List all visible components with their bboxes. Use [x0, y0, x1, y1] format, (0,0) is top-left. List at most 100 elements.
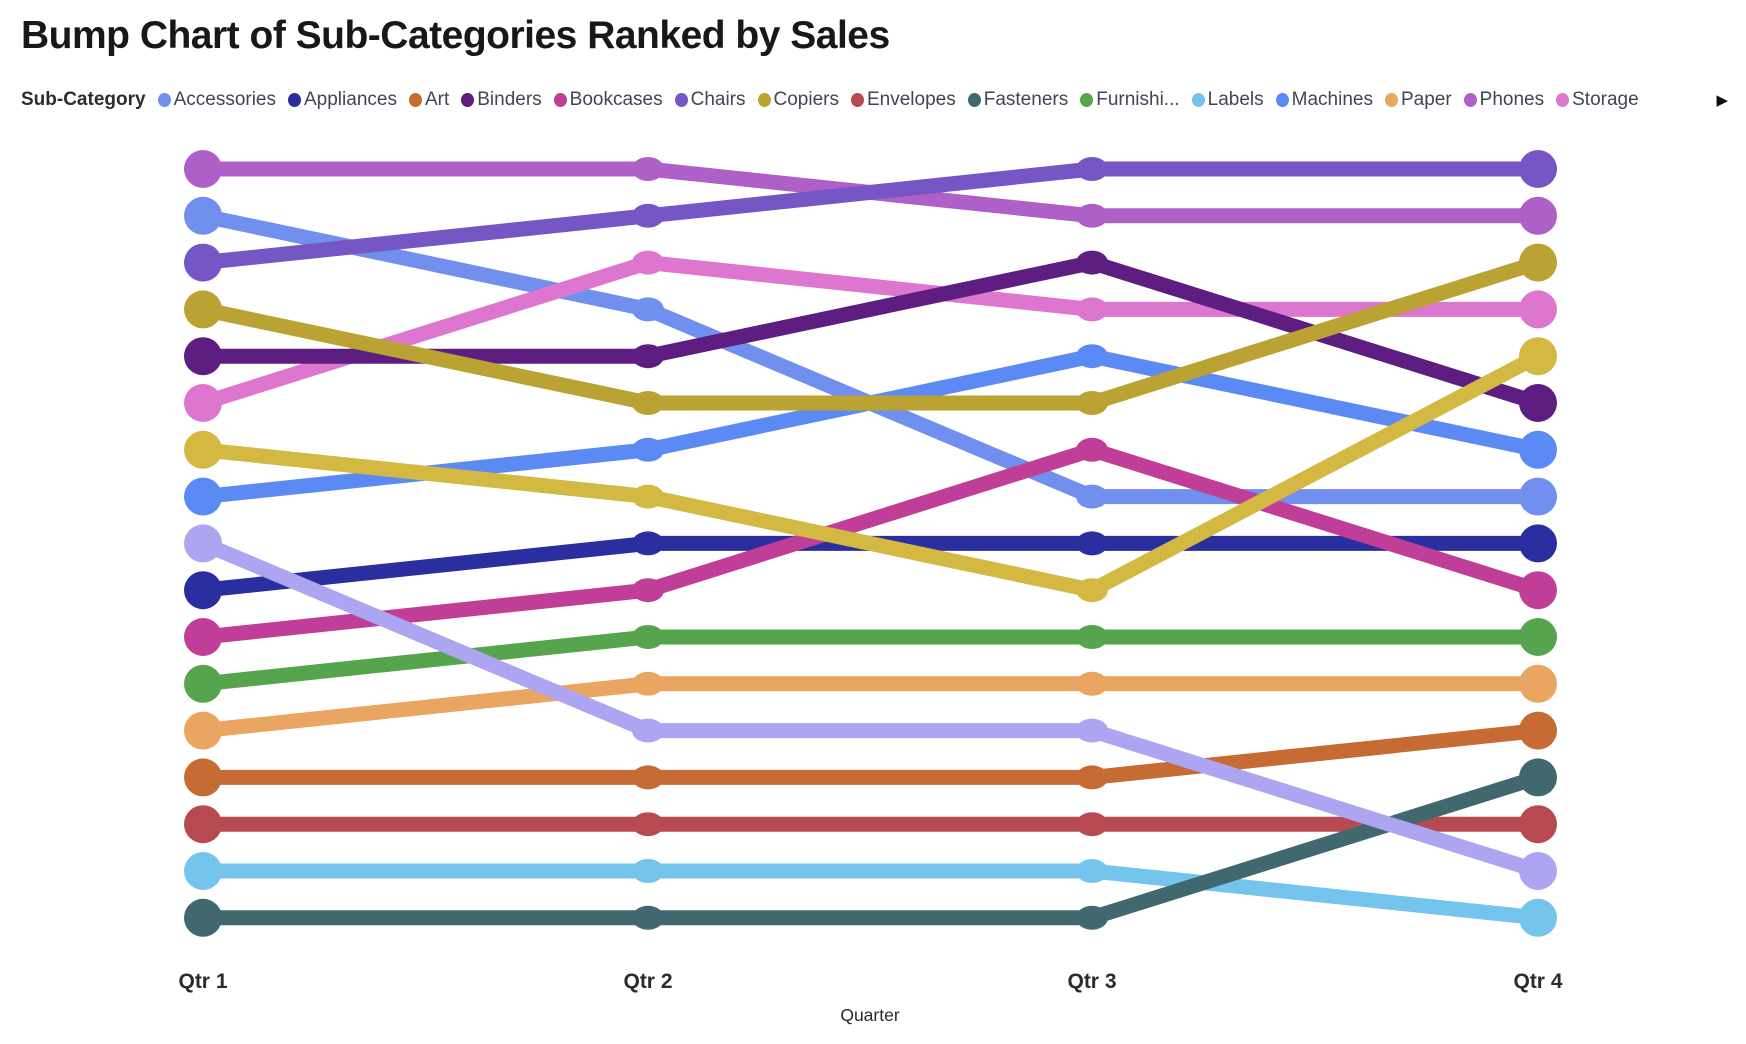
mark-bookcases-q4[interactable] [1519, 571, 1557, 610]
series-line-storage[interactable] [200, 254, 1538, 411]
mark-paper-q4[interactable] [1519, 664, 1557, 703]
mark-storage-q3[interactable] [1076, 297, 1108, 322]
mark-bookcases-q3[interactable] [1076, 437, 1108, 462]
legend-item-copiers[interactable]: Copiers [757, 89, 839, 111]
mark-copiers-q4[interactable] [1519, 243, 1557, 282]
mark-paper-q1[interactable] [184, 711, 222, 750]
legend-item-label: Furnishi... [1096, 89, 1180, 110]
mark-supplies-q1[interactable] [184, 430, 222, 469]
legend-item-storage[interactable]: Storage [1556, 89, 1639, 111]
mark-binders-q1[interactable] [184, 337, 222, 376]
mark-supplies-q3[interactable] [1076, 578, 1108, 603]
mark-supplies-q4[interactable] [1519, 337, 1557, 376]
legend-swatch-icon [408, 93, 422, 107]
mark-phones-q3[interactable] [1076, 203, 1108, 228]
mark-binders-q4[interactable] [1519, 384, 1557, 422]
mark-labels-q1[interactable] [184, 852, 222, 890]
mark-art-q2[interactable] [632, 765, 664, 790]
mark-accessories-q1[interactable] [184, 196, 222, 235]
mark-labels-q3[interactable] [1076, 859, 1108, 883]
mark-envelopes-q3[interactable] [1076, 812, 1108, 837]
mark-furnishings-q3[interactable] [1076, 625, 1108, 649]
mark-storage-q2[interactable] [632, 250, 664, 275]
series-line-furnishings[interactable] [202, 629, 1538, 692]
mark-furnishings-q4[interactable] [1519, 618, 1557, 656]
legend-item-furnishi[interactable]: Furnishi... [1080, 89, 1180, 111]
mark-fasteners-q1[interactable] [184, 898, 222, 937]
mark-envelopes-q1[interactable] [184, 805, 222, 844]
legend-swatch-icon [461, 93, 475, 107]
mark-envelopes-q2[interactable] [632, 812, 664, 837]
legend-item-labels[interactable]: Labels [1191, 89, 1264, 111]
mark-envelopes-q4[interactable] [1519, 805, 1557, 844]
legend-item-envelopes[interactable]: Envelopes [851, 89, 956, 111]
mark-accessories-q3[interactable] [1076, 484, 1108, 509]
series-line-chairs[interactable] [202, 161, 1538, 271]
mark-machines-q3[interactable] [1076, 344, 1108, 369]
mark-copiers-q1[interactable] [184, 290, 222, 329]
mark-chairs-q1[interactable] [184, 243, 222, 282]
mark-machines-q1[interactable] [184, 477, 222, 516]
mark-appliances-q3[interactable] [1076, 531, 1108, 556]
mark-phones-q4[interactable] [1519, 196, 1557, 235]
mark-supplies-q2[interactable] [632, 484, 664, 509]
legend-item-label: Chairs [690, 89, 746, 110]
legend-item-paper[interactable]: Paper [1384, 89, 1452, 111]
legend-item-phones[interactable]: Phones [1463, 89, 1544, 111]
mark-accessories-q2[interactable] [632, 297, 664, 322]
legend-item-accessories[interactable]: Accessories [157, 89, 276, 111]
mark-tables-q3[interactable] [1076, 718, 1108, 743]
mark-appliances-q4[interactable] [1519, 524, 1557, 563]
mark-binders-q2[interactable] [632, 344, 664, 369]
mark-bookcases-q1[interactable] [184, 618, 222, 656]
mark-tables-q1[interactable] [184, 524, 222, 563]
mark-binders-q3[interactable] [1076, 250, 1108, 275]
legend-item-appliances[interactable]: Appliances [288, 89, 397, 111]
mark-fasteners-q2[interactable] [632, 905, 664, 930]
mark-chairs-q3[interactable] [1076, 157, 1108, 181]
mark-labels-q2[interactable] [632, 859, 664, 883]
series-line-paper[interactable] [202, 676, 1538, 739]
series-line-bookcases[interactable] [202, 441, 1541, 645]
mark-storage-q4[interactable] [1519, 290, 1557, 329]
mark-phones-q2[interactable] [632, 157, 664, 181]
mark-paper-q3[interactable] [1076, 671, 1108, 696]
mark-furnishings-q2[interactable] [632, 625, 664, 649]
legend-item-machines[interactable]: Machines [1275, 89, 1373, 111]
series-line-fasteners[interactable] [203, 770, 1541, 926]
series-line-art[interactable] [203, 723, 1539, 785]
mark-chairs-q4[interactable] [1519, 150, 1557, 188]
mark-appliances-q2[interactable] [632, 531, 664, 556]
mark-paper-q2[interactable] [632, 671, 664, 696]
mark-tables-q2[interactable] [632, 718, 664, 743]
legend-item-fasteners[interactable]: Fasteners [967, 89, 1068, 111]
legend-item-art[interactable]: Art [408, 89, 449, 111]
mark-art-q1[interactable] [184, 758, 222, 797]
legend-swatch-icon [674, 93, 688, 107]
legend-item-bookcases[interactable]: Bookcases [553, 89, 663, 111]
mark-storage-q1[interactable] [184, 384, 222, 422]
mark-copiers-q2[interactable] [632, 391, 664, 415]
mark-fasteners-q3[interactable] [1076, 905, 1108, 930]
series-line-supplies[interactable] [202, 349, 1542, 599]
mark-phones-q1[interactable] [184, 150, 222, 188]
mark-furnishings-q1[interactable] [184, 664, 222, 703]
mark-fasteners-q4[interactable] [1519, 758, 1557, 797]
mark-art-q3[interactable] [1076, 765, 1108, 790]
mark-tables-q4[interactable] [1519, 852, 1557, 890]
series-line-tables[interactable] [200, 536, 1541, 879]
mark-appliances-q1[interactable] [184, 571, 222, 610]
mark-machines-q2[interactable] [632, 437, 664, 462]
mark-bookcases-q2[interactable] [632, 578, 664, 603]
mark-machines-q4[interactable] [1519, 430, 1557, 469]
mark-copiers-q3[interactable] [1076, 391, 1108, 415]
legend-item-binders[interactable]: Binders [461, 89, 542, 111]
mark-art-q4[interactable] [1519, 711, 1557, 750]
mark-chairs-q2[interactable] [632, 203, 664, 228]
legend-item-chairs[interactable]: Chairs [674, 89, 746, 111]
mark-labels-q4[interactable] [1519, 898, 1557, 937]
legend-scroll-right-icon[interactable]: ▶ [1716, 91, 1728, 109]
series-line-labels[interactable] [203, 863, 1539, 926]
series-line-copiers[interactable] [201, 255, 1541, 411]
mark-accessories-q4[interactable] [1519, 477, 1557, 516]
